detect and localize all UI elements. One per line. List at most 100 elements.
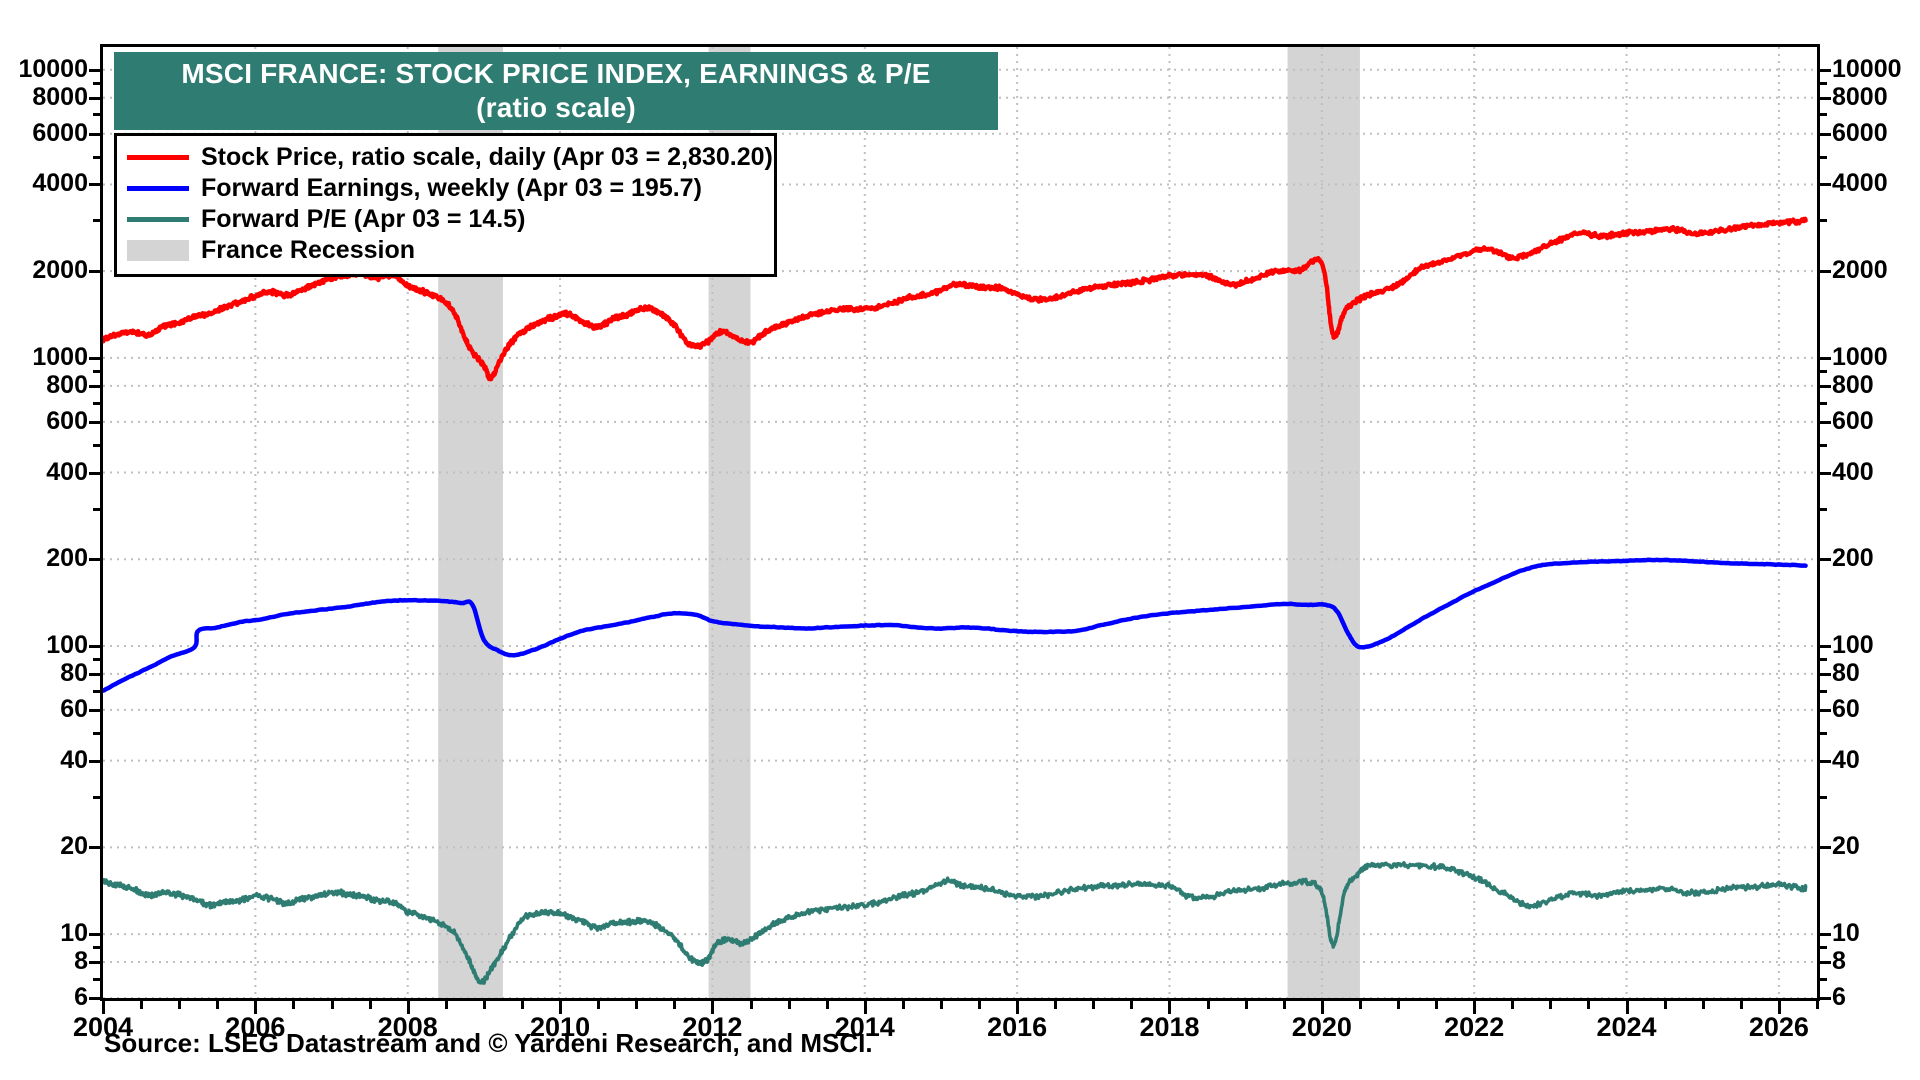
legend-swatch-forward-pe <box>127 217 189 222</box>
legend-label-forward-earnings: Forward Earnings, weekly (Apr 03 = 195.7… <box>201 174 702 202</box>
y-axis-minor-tick <box>93 155 100 159</box>
x-axis-minor-tick <box>444 1001 448 1009</box>
x-axis-tick-label: 2022 <box>1444 1012 1505 1042</box>
x-axis-minor-tick <box>520 1001 524 1009</box>
y-axis-minor-tick <box>1820 672 1827 676</box>
y-axis-tick-mark-left <box>89 68 100 72</box>
y-axis-minor-tick <box>1820 946 1827 950</box>
y-axis-tick-label-right: 1000 <box>1832 342 1888 371</box>
x-axis-minor-tick <box>901 1001 905 1009</box>
x-axis-minor-tick <box>1092 1001 1096 1009</box>
y-axis-minor-tick <box>93 96 100 100</box>
y-axis-minor-tick <box>93 658 100 662</box>
y-axis-tick-label-left: 200 <box>46 544 88 573</box>
y-axis-minor-tick <box>1820 155 1827 159</box>
y-axis-minor-tick <box>93 997 100 1000</box>
y-axis-tick-mark-left <box>89 644 100 648</box>
y-axis-minor-tick <box>1820 420 1827 424</box>
y-axis-tick-label-right: 6 <box>1832 983 1846 1011</box>
x-axis-minor-tick <box>597 1001 601 1009</box>
x-axis-minor-tick <box>140 1001 144 1009</box>
y-axis-minor-tick <box>1820 961 1827 964</box>
x-axis-minor-tick <box>1587 1001 1591 1009</box>
x-axis-tick-label: 2020 <box>1291 1012 1352 1042</box>
y-axis-minor-tick <box>93 731 100 735</box>
x-axis-tick-mark <box>863 1001 867 1014</box>
y-axis-tick-label-right: 600 <box>1832 406 1874 435</box>
x-axis-minor-tick <box>216 1001 220 1009</box>
y-axis-minor-tick <box>1820 689 1827 693</box>
legend-label-forward-pe: Forward P/E (Apr 03 = 14.5) <box>201 205 526 233</box>
y-axis-minor-tick <box>93 401 100 405</box>
legend-label-stock-price: Stock Price, ratio scale, daily (Apr 03 … <box>201 143 773 171</box>
x-axis-minor-tick <box>1206 1001 1210 1009</box>
y-axis-tick-mark-left <box>89 933 100 937</box>
y-axis-minor-tick <box>1820 658 1827 662</box>
y-axis-tick-label-right: 4000 <box>1832 169 1888 198</box>
y-axis-tick-label-left: 60 <box>60 694 88 723</box>
y-axis-minor-tick <box>93 132 100 136</box>
y-axis-tick-label-left: 6 <box>74 983 88 1011</box>
chart-legend: Stock Price, ratio scale, daily (Apr 03 … <box>114 133 777 277</box>
x-axis-minor-tick <box>673 1001 677 1009</box>
legend-item-france-recession[interactable]: France Recession <box>127 235 764 266</box>
y-axis-tick-label-right: 200 <box>1832 544 1874 573</box>
x-axis-tick-label: 2012 <box>682 1012 743 1042</box>
y-axis-minor-tick <box>93 471 100 475</box>
x-axis-tick-label: 2016 <box>987 1012 1048 1042</box>
x-axis-tick-label: 2014 <box>834 1012 895 1042</box>
y-axis-minor-tick <box>1820 96 1827 100</box>
y-axis-tick-mark-left <box>89 356 100 360</box>
recession-band <box>1287 47 1360 998</box>
y-axis-tick-label-right: 80 <box>1832 658 1860 687</box>
y-axis-minor-tick <box>93 507 100 511</box>
y-axis-tick-label-right: 8 <box>1832 947 1846 975</box>
y-axis-tick-label-right: 6000 <box>1832 118 1888 147</box>
y-axis-tick-label-right: 40 <box>1832 745 1860 774</box>
series-line <box>103 557 1808 693</box>
y-axis-tick-label-left: 20 <box>60 832 88 861</box>
y-axis-tick-mark-right <box>1820 933 1831 937</box>
x-axis-minor-tick <box>1054 1001 1058 1009</box>
x-axis-minor-tick <box>1397 1001 1401 1009</box>
y-axis-minor-tick <box>93 219 100 223</box>
x-axis-minor-tick <box>825 1001 829 1009</box>
x-axis-tick-mark <box>1473 1001 1477 1014</box>
x-axis-minor-tick <box>1816 1001 1819 1009</box>
chart-title-line1: MSCI FRANCE: STOCK PRICE INDEX, EARNINGS… <box>181 58 931 90</box>
chart-title-line2: (ratio scale) <box>476 92 636 123</box>
y-axis-tick-label-left: 2000 <box>32 256 88 285</box>
y-axis-tick-label-left: 6000 <box>32 118 88 147</box>
y-axis-tick-label-left: 1000 <box>32 342 88 371</box>
legend-item-forward-earnings[interactable]: Forward Earnings, weekly (Apr 03 = 195.7… <box>127 173 764 204</box>
y-axis-tick-label-left: 100 <box>46 630 88 659</box>
x-axis-minor-tick <box>178 1001 182 1009</box>
y-axis-minor-tick <box>93 113 100 117</box>
legend-item-stock-price[interactable]: Stock Price, ratio scale, daily (Apr 03 … <box>127 142 773 173</box>
legend-item-forward-pe[interactable]: Forward P/E (Apr 03 = 14.5) <box>127 204 764 235</box>
y-axis-minor-tick <box>93 443 100 447</box>
legend-swatch-france-recession <box>127 240 189 261</box>
y-axis-minor-tick <box>1820 708 1827 712</box>
x-axis-tick-mark <box>102 1001 105 1014</box>
y-axis-tick-label-right: 20 <box>1832 832 1860 861</box>
y-axis-tick-label-left: 10000 <box>18 54 88 83</box>
x-axis-tick-label: 2018 <box>1139 1012 1200 1042</box>
x-axis-minor-tick <box>368 1001 372 1009</box>
x-axis-minor-tick <box>749 1001 753 1009</box>
x-axis-tick-mark <box>559 1001 563 1014</box>
x-axis-tick-label: 2008 <box>377 1012 438 1042</box>
x-axis-minor-tick <box>635 1001 639 1009</box>
y-axis-tick-label-right: 2000 <box>1832 256 1888 285</box>
y-axis-tick-label-right: 400 <box>1832 457 1874 486</box>
legend-swatch-stock-price <box>127 155 189 160</box>
y-axis-minor-tick <box>93 977 100 981</box>
y-axis-minor-tick <box>93 420 100 424</box>
y-axis-tick-label-right: 800 <box>1832 370 1874 399</box>
y-axis-minor-tick <box>93 672 100 676</box>
x-axis-minor-tick <box>482 1001 486 1009</box>
legend-label-france-recession: France Recession <box>201 236 415 264</box>
y-axis-tick-label-right: 8000 <box>1832 82 1888 111</box>
x-axis-minor-tick <box>978 1001 982 1009</box>
